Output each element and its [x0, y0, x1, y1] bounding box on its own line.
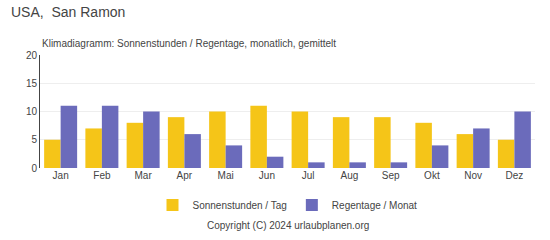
svg-text:Copyright (C) 2024 urlaubplane: Copyright (C) 2024 urlaubplanen.org [207, 220, 369, 231]
svg-text:Jul: Jul [302, 170, 315, 181]
svg-text:0: 0 [31, 163, 37, 174]
svg-text:Aug: Aug [340, 170, 358, 181]
svg-text:USA, San Ramon: USA, San Ramon [11, 4, 125, 20]
svg-text:Mar: Mar [135, 170, 153, 181]
svg-text:10: 10 [26, 106, 38, 117]
svg-text:Jan: Jan [53, 170, 69, 181]
svg-text:Regentage / Monat: Regentage / Monat [332, 200, 417, 211]
svg-text:5: 5 [31, 134, 37, 145]
svg-text:Feb: Feb [93, 170, 111, 181]
svg-text:Apr: Apr [177, 170, 193, 181]
svg-text:Jun: Jun [259, 170, 275, 181]
svg-text:Mai: Mai [218, 170, 234, 181]
svg-text:Nov: Nov [464, 170, 482, 181]
svg-text:15: 15 [26, 78, 38, 89]
svg-text:Klimadiagramm: Sonnenstunden /: Klimadiagramm: Sonnenstunden / Regentage… [42, 38, 336, 49]
svg-text:Sonnenstunden / Tag: Sonnenstunden / Tag [193, 200, 287, 211]
svg-text:20: 20 [26, 50, 38, 61]
svg-text:Okt: Okt [424, 170, 440, 181]
svg-text:Sep: Sep [382, 170, 400, 181]
svg-text:Dez: Dez [505, 170, 523, 181]
